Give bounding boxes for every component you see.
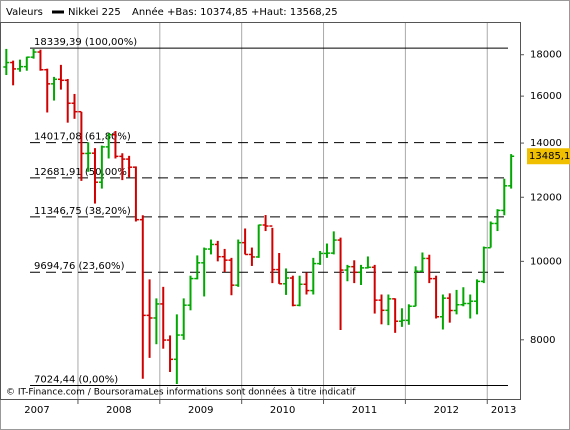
x-tick-label: 2008 (106, 405, 131, 416)
y-tick-label: 18000 (530, 50, 562, 61)
x-tick-label: 2012 (434, 405, 459, 416)
fib-label: 14017,08 (61,80%) (34, 132, 131, 143)
fib-label: 9694,76 (23,60%) (34, 261, 125, 272)
fib-label: 7024,44 (0,00%) (34, 375, 118, 386)
plot-area (0, 22, 521, 400)
fib-label: 12681,91 (50,00%) (34, 167, 131, 178)
footer: © IT-Finance.com / BoursoramaLes informa… (6, 387, 356, 398)
x-tick-label: 2009 (188, 405, 213, 416)
x-tick-label: 2013 (491, 405, 516, 416)
legend-series: Nikkei 225 (68, 7, 121, 18)
fib-label: 18339,39 (100,00%) (34, 37, 137, 48)
x-tick-label: 2007 (24, 405, 49, 416)
last-value-label: 13485,14 (529, 151, 570, 162)
x-tick-label: 2010 (270, 405, 295, 416)
y-tick-label: 8000 (530, 335, 555, 346)
last-value-badge (527, 148, 570, 165)
y-tick-label: 14000 (530, 138, 562, 149)
fib-label: 11346,75 (38,20%) (34, 206, 131, 217)
x-tick-label: 2011 (352, 405, 377, 416)
y-tick-label: 10000 (530, 256, 562, 267)
y-tick-label: 16000 (530, 91, 562, 102)
legend-range: Année +Bas: 10374,85 +Haut: 13568,25 (132, 6, 338, 18)
y-tick-label: 12000 (530, 192, 562, 203)
legend-label: Valeurs (6, 7, 43, 18)
